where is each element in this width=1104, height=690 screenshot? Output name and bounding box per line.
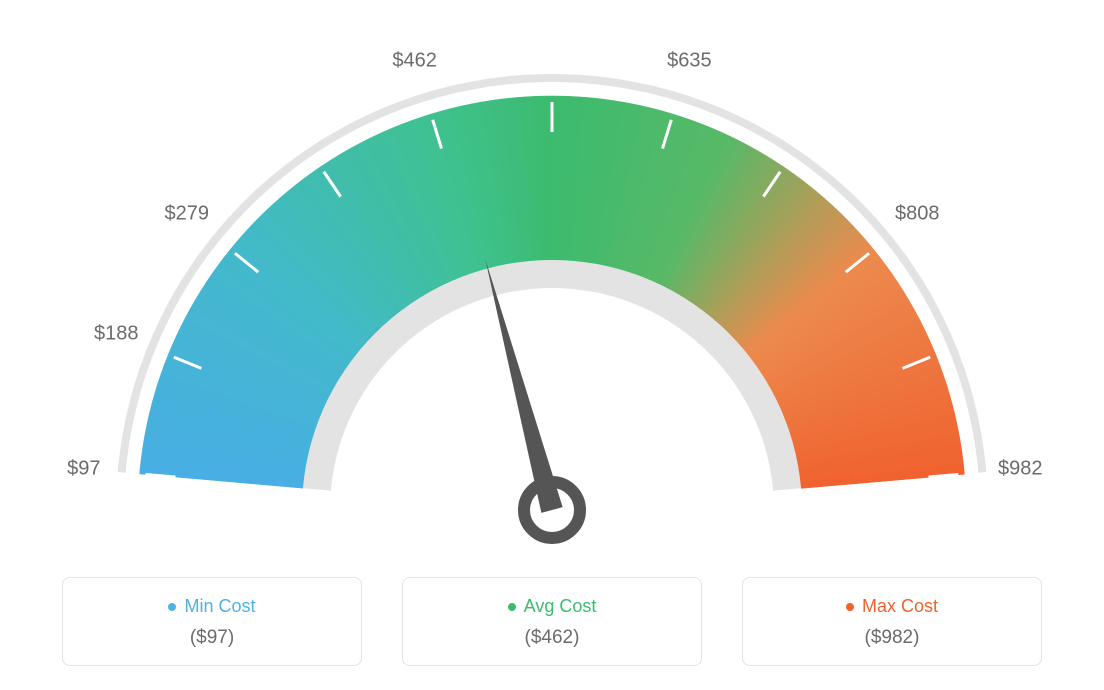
- gauge-tick-label: $808: [895, 203, 940, 226]
- legend-label-avg: Avg Cost: [524, 596, 597, 616]
- gauge-chart: $97 $188 $279 $462 $635 $808 $982: [0, 0, 1104, 560]
- legend-title-avg: Avg Cost: [403, 596, 701, 617]
- gauge-tick-label: $188: [94, 322, 139, 345]
- dot-icon: [508, 603, 516, 611]
- legend-value-min: ($97): [63, 627, 361, 649]
- gauge-tick-label: $279: [164, 203, 209, 226]
- legend-title-max: Max Cost: [743, 596, 1041, 617]
- legend-label-min: Min Cost: [184, 596, 255, 616]
- legend-card-avg: Avg Cost ($462): [402, 577, 702, 666]
- legend-row: Min Cost ($97) Avg Cost ($462) Max Cost …: [0, 577, 1104, 666]
- gauge-tick-label: $462: [392, 49, 437, 72]
- dot-icon: [846, 603, 854, 611]
- legend-label-max: Max Cost: [862, 596, 938, 616]
- legend-value-avg: ($462): [403, 627, 701, 649]
- legend-card-max: Max Cost ($982): [742, 577, 1042, 666]
- dot-icon: [168, 603, 176, 611]
- legend-value-max: ($982): [743, 627, 1041, 649]
- legend-title-min: Min Cost: [63, 596, 361, 617]
- gauge-tick-label: $97: [67, 458, 100, 481]
- gauge-tick-label: $635: [667, 49, 712, 72]
- gauge-svg: [52, 10, 1052, 560]
- legend-card-min: Min Cost ($97): [62, 577, 362, 666]
- gauge-tick-label: $982: [998, 458, 1043, 481]
